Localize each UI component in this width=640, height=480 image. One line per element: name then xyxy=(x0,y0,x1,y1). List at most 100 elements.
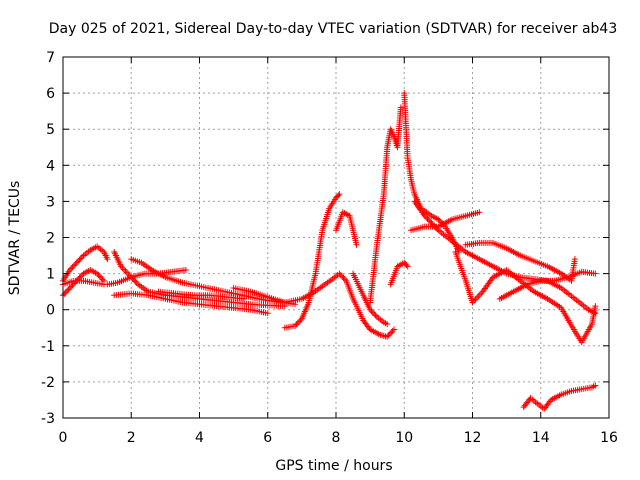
y-tick-label: 1 xyxy=(46,267,55,283)
data-point xyxy=(61,290,68,297)
data-point xyxy=(340,274,347,281)
data-point xyxy=(297,317,304,324)
data-point xyxy=(69,282,76,289)
data-point xyxy=(404,263,411,270)
series-track-18 xyxy=(462,239,578,284)
y-tick-label: 4 xyxy=(46,158,55,174)
data-point xyxy=(434,225,441,232)
series-track-11 xyxy=(333,209,360,248)
x-axis-label: GPS time / hours xyxy=(275,458,392,474)
series-track-7 xyxy=(128,256,299,308)
y-tick-labels: -3 -2 -1 0 1 2 3 4 5 6 7 xyxy=(41,50,55,427)
data-point xyxy=(353,241,360,248)
series-track-10 xyxy=(281,191,343,331)
data-point xyxy=(68,265,75,272)
data-point xyxy=(429,221,436,228)
data-point xyxy=(592,270,599,277)
data-point xyxy=(66,266,73,273)
data-point xyxy=(428,220,435,227)
data-point xyxy=(62,289,69,296)
data-point xyxy=(592,382,599,389)
data-point xyxy=(337,272,344,279)
data-point xyxy=(79,272,86,279)
data-point xyxy=(72,261,79,268)
series-track-14 xyxy=(387,259,411,288)
data-point xyxy=(66,285,73,292)
series-track-13 xyxy=(367,104,404,306)
data-point xyxy=(384,333,391,340)
x-tick-label: 4 xyxy=(195,430,204,446)
y-tick-label: 0 xyxy=(46,303,55,319)
data-point xyxy=(68,283,75,290)
data-point xyxy=(427,218,434,225)
x-tick-label: 12 xyxy=(464,430,482,446)
data-point xyxy=(70,262,77,269)
data-point xyxy=(76,256,83,263)
grid-lines xyxy=(63,57,609,418)
data-point xyxy=(99,276,106,283)
x-tick-label: 6 xyxy=(263,430,272,446)
data-point xyxy=(571,256,578,263)
data-point xyxy=(369,309,376,316)
data-point xyxy=(69,264,76,271)
data-point xyxy=(94,270,101,277)
data-point xyxy=(130,277,137,284)
data-point xyxy=(336,191,343,198)
data-point xyxy=(476,209,483,216)
series-track-6 xyxy=(111,290,271,317)
data-point xyxy=(98,274,105,281)
data-point xyxy=(386,330,393,337)
series-track-16 xyxy=(408,209,483,234)
y-tick-label: -3 xyxy=(41,411,55,427)
y-tick-label: -1 xyxy=(41,339,55,355)
x-tick-label: 14 xyxy=(532,430,550,446)
data-point xyxy=(64,287,71,294)
data-point xyxy=(132,278,139,285)
data-point xyxy=(384,321,391,328)
data-point xyxy=(296,318,303,325)
data-point xyxy=(367,306,374,313)
x-tick-label: 10 xyxy=(395,430,413,446)
data-point xyxy=(371,311,378,318)
data-point xyxy=(133,279,140,286)
data-point xyxy=(421,212,428,219)
y-tick-label: 2 xyxy=(46,231,55,247)
series-track-15 xyxy=(401,90,462,255)
data-point xyxy=(424,215,431,222)
y-tick-label: 6 xyxy=(46,86,55,102)
data-point xyxy=(431,222,438,229)
data-point xyxy=(77,255,84,262)
data-point xyxy=(388,329,395,336)
y-tick-label: 5 xyxy=(46,122,55,138)
series-track-21 xyxy=(520,382,599,412)
series-track-19 xyxy=(452,248,599,346)
data-point xyxy=(335,192,342,199)
x-tick-label: 2 xyxy=(127,430,136,446)
chart-title: Day 025 of 2021, Sidereal Day-to-day VTE… xyxy=(49,21,618,37)
data-points xyxy=(60,90,599,412)
data-point xyxy=(75,276,82,283)
data-point xyxy=(294,320,301,327)
series-track-20 xyxy=(496,268,599,302)
data-point xyxy=(432,224,439,231)
data-point xyxy=(397,104,404,111)
data-point xyxy=(293,321,300,328)
series-track-12 xyxy=(350,270,391,328)
data-point xyxy=(423,214,430,221)
y-axis-label: SDTVAR / TECUs xyxy=(7,181,23,296)
data-point xyxy=(104,256,111,263)
data-point xyxy=(368,308,375,315)
data-point xyxy=(96,273,103,280)
data-point xyxy=(182,266,189,273)
data-point xyxy=(336,270,343,277)
data-point xyxy=(77,273,84,280)
x-tick-label: 8 xyxy=(332,430,341,446)
data-point xyxy=(65,286,72,293)
data-point xyxy=(425,217,432,224)
data-point xyxy=(95,272,102,279)
data-point xyxy=(240,295,247,302)
data-point xyxy=(79,253,86,260)
data-point xyxy=(75,258,82,265)
